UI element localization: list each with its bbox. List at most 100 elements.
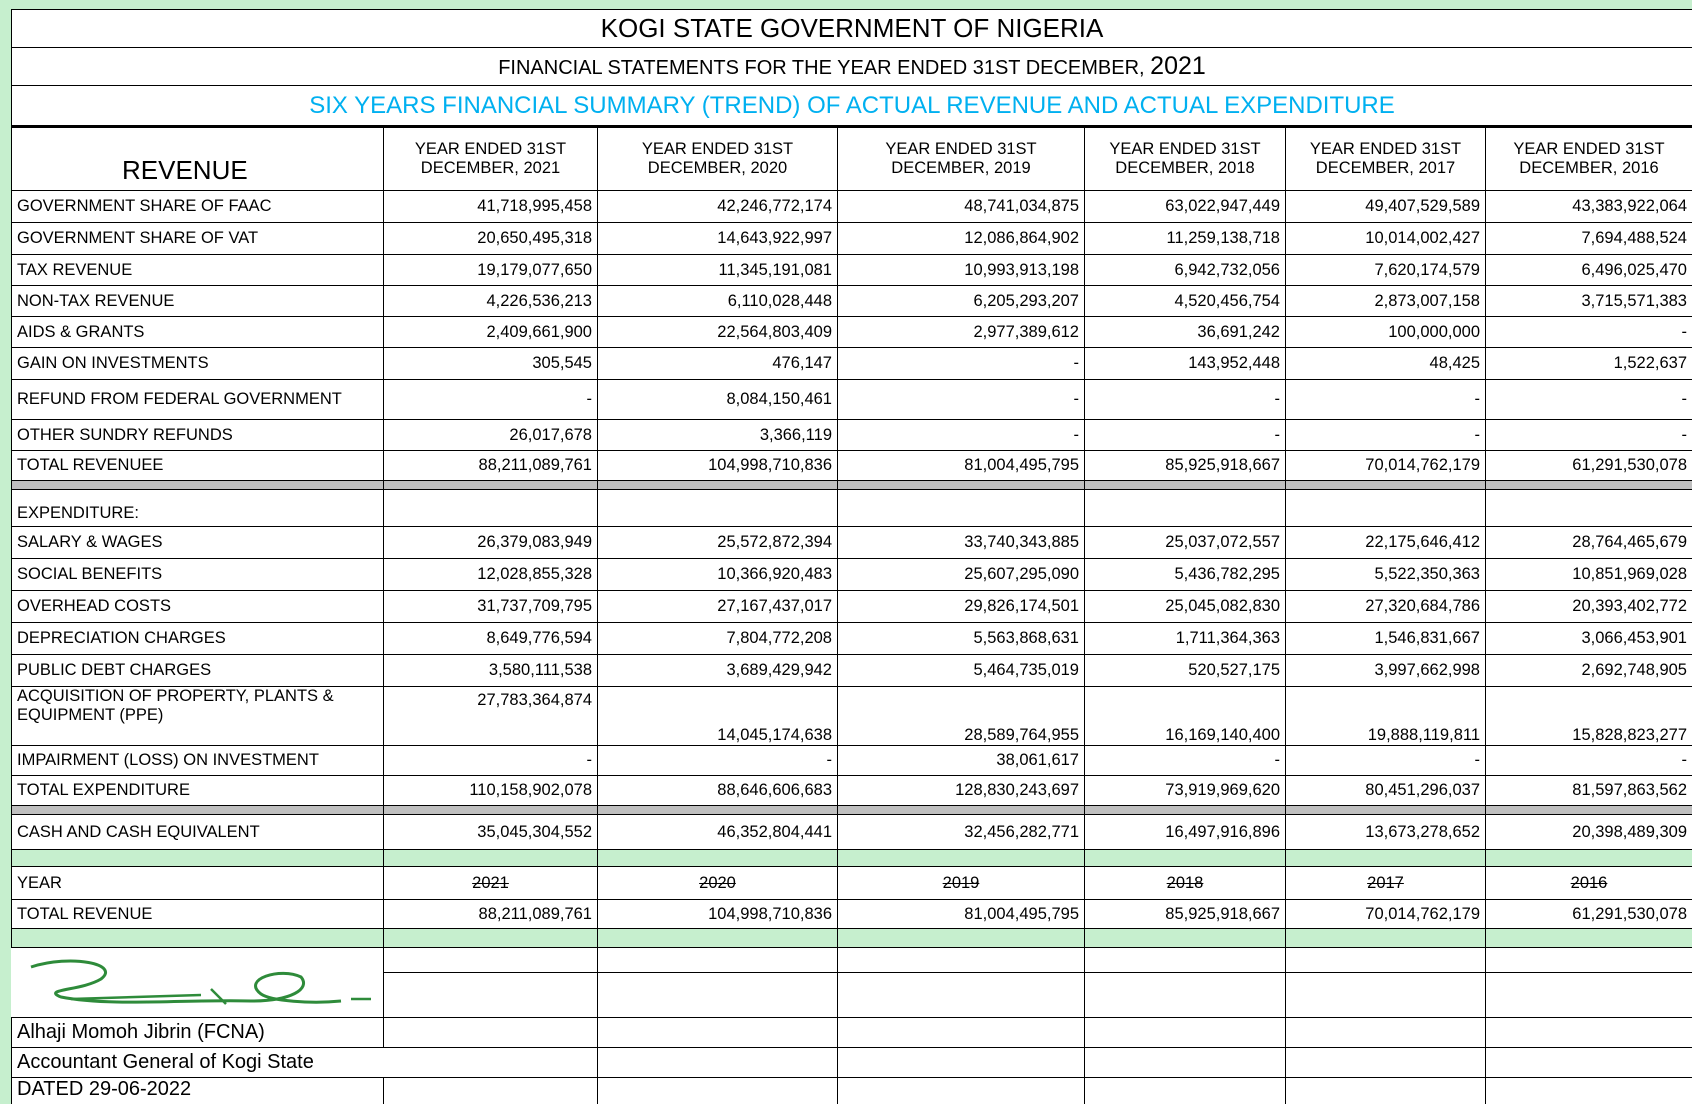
- column-header-line: DECEMBER, 2019: [891, 159, 1031, 177]
- column-header-line: DECEMBER, 2018: [1115, 159, 1255, 177]
- row: GAIN ON INVESTMENTS 305,545 476,147-143,95…: [11, 347, 1692, 380]
- column-header: YEAR ENDED 31ST DECEMBER, 2018: [1084, 126, 1286, 191]
- cell: [1485, 1077, 1692, 1104]
- column-header: YEAR ENDED 31ST DECEMBER, 2021: [383, 126, 598, 191]
- cell-value: 6,110,028,448: [597, 285, 838, 317]
- cell-value: 26,379,083,949: [383, 526, 598, 559]
- cell-value: 29,826,174,501: [837, 590, 1085, 623]
- subtitle: FINANCIAL STATEMENTS FOR THE YEAR ENDED …: [498, 57, 1145, 80]
- cell: [1485, 928, 1692, 948]
- cell-value: -: [1485, 745, 1692, 776]
- cell-value: 2,873,007,158: [1285, 285, 1486, 317]
- cell: [1285, 1077, 1486, 1104]
- column-header: YEAR ENDED 31ST DECEMBER, 2016: [1485, 126, 1692, 191]
- cell-value: 61,291,530,078: [1485, 450, 1692, 481]
- cell-value: 19,888,119,811: [1285, 686, 1486, 746]
- row: [12, 972, 1692, 1018]
- cell-value: 3,715,571,383: [1485, 285, 1692, 317]
- cell: [383, 805, 598, 815]
- cell-value: 476,147: [597, 347, 838, 380]
- row: AIDS & GRANTS 2,409,661,900 22,564,803,409…: [11, 316, 1692, 348]
- row: OTHER SUNDRY REFUNDS 26,017,678 3,366,119-…: [11, 419, 1692, 451]
- cell: [1485, 947, 1692, 973]
- cell: [1285, 972, 1486, 1018]
- cell: [383, 849, 598, 867]
- cell-value: -: [1084, 745, 1286, 776]
- signatory-name: Alhaji Momoh Jibrin (FCNA): [11, 1017, 384, 1048]
- cell: [11, 928, 384, 948]
- cell: [837, 805, 1085, 815]
- cell-value: 61,291,530,078: [1485, 899, 1692, 929]
- cell-value: 110,158,902,078: [383, 775, 598, 806]
- first-header: REVENUE: [11, 126, 384, 191]
- row: [11, 480, 1692, 490]
- column-header: YEAR ENDED 31ST DECEMBER, 2019: [837, 126, 1085, 191]
- cell: [597, 849, 838, 867]
- cell: [1285, 1017, 1486, 1048]
- summary-title: SIX YEARS FINANCIAL SUMMARY (TREND) OF A…: [11, 85, 1692, 128]
- row: TAX REVENUE 19,179,077,650 11,345,191,081 1…: [11, 254, 1692, 286]
- title-row: KOGI STATE GOVERNMENT OF NIGERIA: [11, 9, 1692, 48]
- cell-value: 3,997,662,998: [1285, 654, 1486, 687]
- cell-value: 2016: [1485, 866, 1692, 900]
- column-header-line: YEAR ENDED 31ST: [641, 140, 794, 159]
- cell-value: 36,691,242: [1084, 316, 1286, 348]
- cell-value: 32,456,282,771: [837, 814, 1085, 850]
- cell: [837, 849, 1085, 867]
- cell-value: 1,522,637: [1485, 347, 1692, 380]
- row-label: TOTAL REVENUE: [11, 899, 384, 929]
- cell-value: 26,017,678: [383, 419, 598, 451]
- cell-value: 27,320,684,786: [1285, 590, 1486, 623]
- cell: [11, 480, 384, 490]
- cell-value: 43,383,922,064: [1485, 190, 1692, 223]
- cell-value: 2021: [383, 866, 598, 900]
- row: CASH AND CASH EQUIVALENT 35,045,304,552 46…: [11, 814, 1692, 850]
- row: ACQUISITION OF PROPERTY, PLANTS & EQUIPM…: [11, 686, 1692, 746]
- row-label: DEPRECIATION CHARGES: [11, 622, 384, 655]
- row: Accountant General of Kogi State: [11, 1047, 1692, 1078]
- cell-value: 27,783,364,874: [383, 686, 598, 746]
- cell-value: 85,925,918,667: [1084, 450, 1286, 481]
- cell: [1285, 1047, 1486, 1078]
- cell-value: 25,572,872,394: [597, 526, 838, 559]
- cell-value: 46,352,804,441: [597, 814, 838, 850]
- cell: [1485, 805, 1692, 815]
- cell-value: 20,398,489,309: [1485, 814, 1692, 850]
- row: TOTAL REVENUEE 88,211,089,761 104,998,710,…: [11, 450, 1692, 481]
- cell: [837, 947, 1085, 973]
- row: Alhaji Momoh Jibrin (FCNA): [11, 1017, 1692, 1048]
- cell: [597, 1017, 838, 1048]
- cell-value: 70,014,762,179: [1285, 450, 1486, 481]
- cell-value: 20,650,495,318: [383, 222, 598, 255]
- cell-value: -: [1485, 419, 1692, 451]
- row: PUBLIC DEBT CHARGES 3,580,111,538 3,689,42…: [11, 654, 1692, 687]
- cell-value: 15,828,823,277: [1485, 686, 1692, 746]
- column-header-line: DECEMBER, 2016: [1519, 159, 1659, 177]
- cell: [383, 480, 598, 490]
- cell: [837, 972, 1085, 1018]
- cell: [383, 489, 598, 527]
- cell-value: 1,546,831,667: [1285, 622, 1486, 655]
- cell-value: 28,764,465,679: [1485, 526, 1692, 559]
- cell: [597, 489, 838, 527]
- row-label: TAX REVENUE: [11, 254, 384, 286]
- row-label: PUBLIC DEBT CHARGES: [11, 654, 384, 687]
- cell: [837, 489, 1085, 527]
- cell-value: 104,998,710,836: [597, 899, 838, 929]
- cell-value: 1,711,364,363: [1084, 622, 1286, 655]
- cell-value: 88,211,089,761: [383, 450, 598, 481]
- signatory-position: Accountant General of Kogi State: [11, 1047, 598, 1078]
- column-header-line: DECEMBER, 2021: [420, 159, 561, 177]
- cell-value: 27,167,437,017: [597, 590, 838, 623]
- cell: [1285, 947, 1486, 973]
- cell-value: 7,804,772,208: [597, 622, 838, 655]
- cell-value: 8,649,776,594: [383, 622, 598, 655]
- cell-value: 10,993,913,198: [837, 254, 1085, 286]
- cell: [1084, 849, 1286, 867]
- cell: [1084, 480, 1286, 490]
- cell-value: 7,620,174,579: [1285, 254, 1486, 286]
- cell-value: 8,084,150,461: [597, 379, 838, 420]
- cell-value: -: [837, 347, 1085, 380]
- row: [11, 805, 1692, 815]
- title: KOGI STATE GOVERNMENT OF NIGERIA: [11, 9, 1692, 48]
